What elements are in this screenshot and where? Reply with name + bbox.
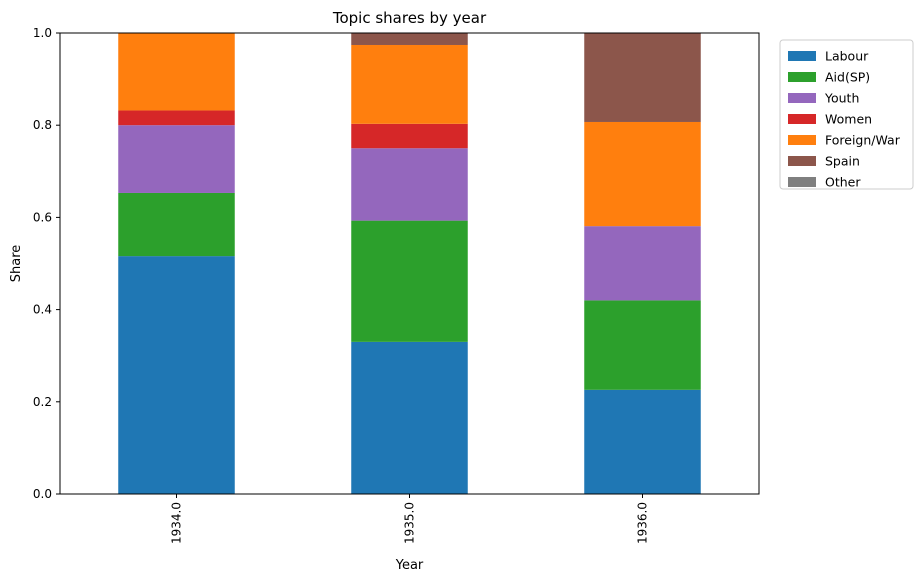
legend-swatch	[788, 135, 816, 145]
bar-segment-1-5	[351, 33, 468, 45]
bar-segment-2-5	[584, 33, 701, 122]
bars-layer	[118, 33, 701, 494]
bar-segment-1-2	[351, 148, 468, 221]
x-tick-label: 1936.0	[636, 502, 650, 544]
y-tick-label: 0.8	[33, 118, 52, 132]
y-tick-label: 0.6	[33, 210, 52, 224]
x-tick-label: 1934.0	[170, 502, 184, 544]
x-tick-label: 1935.0	[403, 502, 417, 544]
bar-segment-2-4	[584, 121, 701, 227]
legend: Labour Aid(SP) Youth Women Foreign/War Spain O…	[779, 39, 914, 190]
y-tick-label: 1.0	[33, 26, 52, 40]
legend-label: Spain	[825, 154, 860, 169]
legend-label: Women	[825, 112, 872, 127]
legend-swatch	[788, 177, 816, 187]
bar-segment-0-2	[118, 125, 235, 193]
legend-label: Labour	[825, 49, 869, 64]
bar-segment-0-3	[118, 110, 235, 126]
legend-label: Aid(SP)	[825, 70, 870, 85]
legend-label: Foreign/War	[825, 133, 901, 148]
legend-swatch	[788, 156, 816, 166]
bar-segment-1-1	[351, 220, 468, 342]
legend-swatch	[788, 72, 816, 82]
bar-segment-2-1	[584, 300, 701, 390]
y-axis-label: Share	[9, 245, 24, 283]
legend-label: Other	[825, 175, 861, 190]
legend-swatch	[788, 114, 816, 124]
legend-swatch	[788, 51, 816, 61]
legend-label: Youth	[824, 91, 859, 106]
y-tick-label: 0.2	[33, 395, 52, 409]
bar-segment-2-2	[584, 226, 701, 301]
y-tick-label: 0.4	[33, 303, 52, 317]
chart-title: Topic shares by year	[332, 9, 487, 27]
x-axis-ticks: 1934.0 1935.0 1936.0	[170, 494, 650, 544]
y-axis-ticks: 0.0 0.2 0.4 0.6 0.8 1.0	[33, 26, 60, 501]
bar-segment-1-0	[351, 341, 468, 494]
bar-segment-0-0	[118, 256, 235, 494]
bar-segment-0-1	[118, 192, 235, 257]
x-axis-label: Year	[395, 558, 424, 573]
bar-segment-2-0	[584, 389, 701, 494]
bar-segment-1-4	[351, 44, 468, 124]
legend-swatch	[788, 93, 816, 103]
y-tick-label: 0.0	[33, 487, 52, 501]
bar-segment-1-3	[351, 123, 468, 149]
bar-segment-0-4	[118, 33, 235, 111]
